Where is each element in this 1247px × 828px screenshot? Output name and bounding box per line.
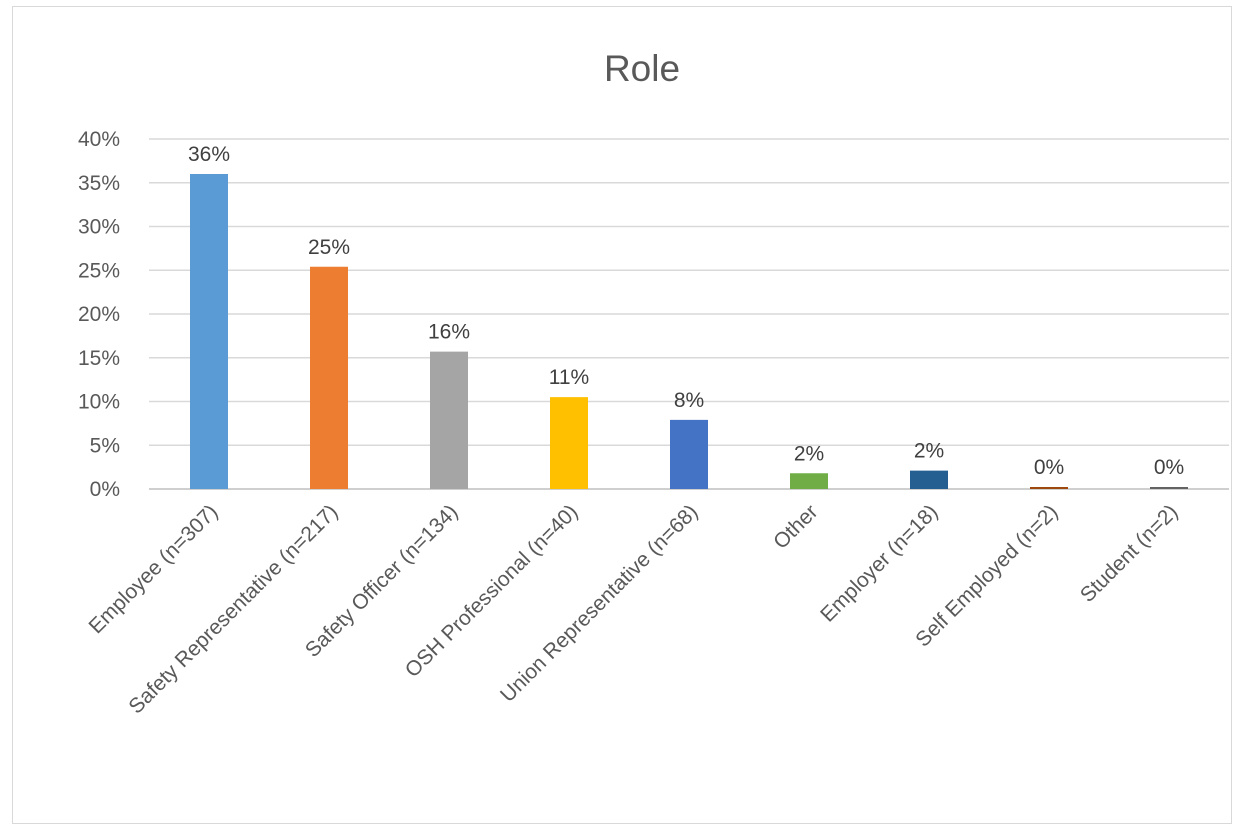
x-tick-label: Employee (n=307): [85, 500, 223, 638]
y-tick-label: 15%: [78, 347, 120, 370]
bar: [1150, 487, 1188, 489]
bar: [430, 351, 468, 489]
bars: [190, 174, 1188, 489]
data-label: 2%: [794, 442, 824, 465]
role-bar-chart: Role 0% 5% 10% 15% 20% 25% 30% 35% 40% 36% 25% 16%…: [78, 48, 1229, 718]
data-label: 2%: [914, 440, 944, 463]
y-tick-label: 5%: [90, 434, 120, 457]
bar: [910, 470, 948, 489]
chart-frame: Role 0% 5% 10% 15% 20% 25% 30% 35% 40% 36% 25% 16%…: [12, 6, 1232, 824]
y-tick-label: 20%: [78, 303, 120, 326]
data-label: 0%: [1154, 456, 1184, 479]
data-label: 0%: [1034, 456, 1064, 479]
data-label: 36%: [188, 143, 230, 166]
bar: [190, 174, 228, 489]
y-axis-ticks: 0% 5% 10% 15% 20% 25% 30% 35% 40%: [78, 128, 120, 501]
bar: [310, 266, 348, 489]
data-label: 11%: [549, 366, 589, 389]
y-tick-label: 10%: [78, 391, 120, 414]
y-tick-label: 30%: [78, 216, 120, 239]
x-tick-label: Safety Representative (n=217): [124, 500, 342, 718]
y-tick-label: 35%: [78, 172, 120, 195]
bar: [550, 397, 588, 489]
x-tick-label: Employer (n=18): [816, 500, 942, 626]
data-labels: 36% 25% 16% 11% 8% 2% 2% 0% 0%: [188, 143, 1184, 479]
x-axis-ticks: Employee (n=307)Safety Representative (n…: [85, 500, 1183, 718]
y-tick-label: 25%: [78, 259, 120, 282]
data-label: 25%: [308, 236, 350, 259]
chart-title: Role: [604, 48, 680, 89]
y-tick-label: 40%: [78, 128, 120, 151]
data-label: 8%: [674, 389, 704, 412]
x-tick-label: Union Representative (n=68): [496, 500, 703, 707]
data-label: 16%: [428, 321, 470, 344]
x-tick-label: Student (n=2): [1076, 500, 1183, 607]
y-tick-label: 0%: [90, 478, 120, 501]
bar: [1030, 487, 1068, 489]
bar: [790, 473, 828, 489]
x-tick-label: Other: [769, 500, 822, 553]
bar: [670, 419, 708, 489]
